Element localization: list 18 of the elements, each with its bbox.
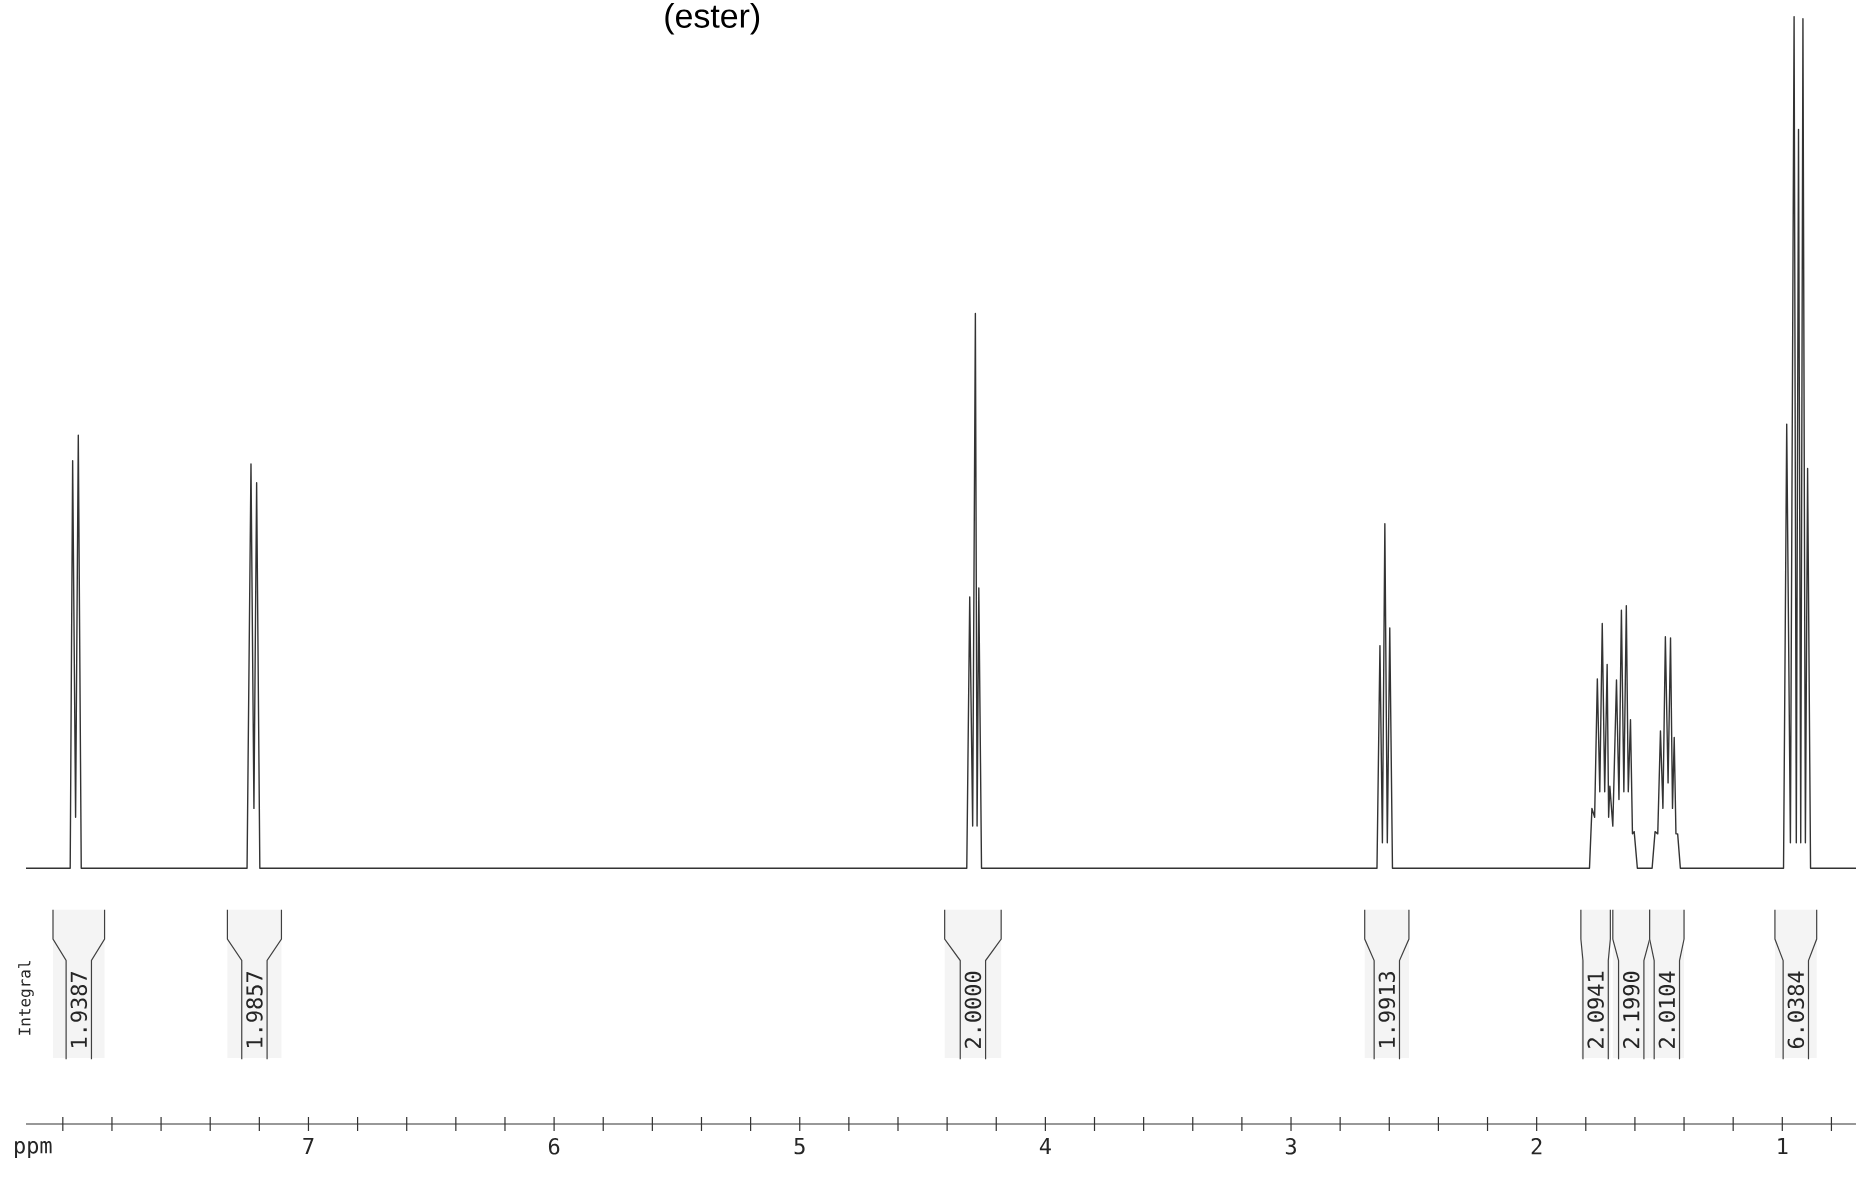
x-tick-label: 6 — [548, 1138, 560, 1155]
x-tick-label: 7 — [303, 1138, 314, 1155]
annotation: Integral — [18, 961, 34, 1035]
x-tick-label: 2 — [1531, 1138, 1542, 1155]
band-label: 1.9387 — [70, 972, 88, 1047]
band-label: 1.9913 — [1378, 972, 1396, 1047]
band-label: 2.1990 — [1622, 971, 1640, 1048]
chart-title: (ester) — [665, 3, 760, 35]
band-label: 2.0104 — [1658, 971, 1676, 1048]
band-label: 2.0941 — [1587, 971, 1604, 1048]
x-tick-label: 4 — [1039, 1138, 1051, 1155]
x-tick-label: 1 — [1778, 1138, 1788, 1155]
band-label: 2.0000 — [964, 971, 982, 1048]
x-tick-label: 5 — [794, 1138, 805, 1155]
band-label: 1.9857 — [246, 972, 263, 1047]
x-axis-title: ppm — [15, 1141, 52, 1158]
x-tick-label: 3 — [1285, 1138, 1296, 1155]
band-label: 6.0384 — [1787, 971, 1805, 1049]
